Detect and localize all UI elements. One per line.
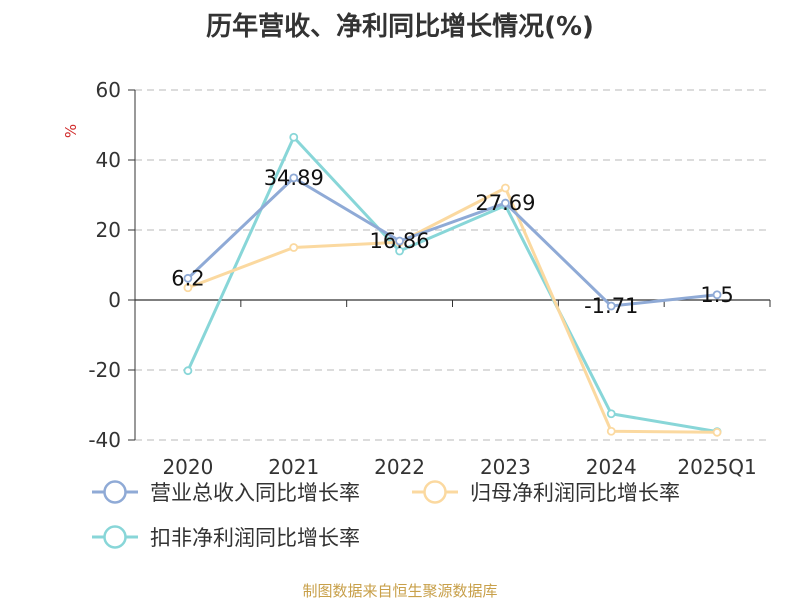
y-tick-label: -40 (88, 428, 121, 452)
data-point (395, 246, 404, 256)
data-point (183, 283, 193, 293)
data-label: 34.89 (264, 166, 324, 190)
data-point (606, 409, 616, 419)
legend-marker (103, 525, 127, 549)
legend-label: 营业总收入同比增长率 (150, 481, 360, 505)
data-point (501, 198, 510, 208)
y-tick-label: 0 (108, 288, 121, 312)
series-lines (183, 132, 722, 437)
data-label: 16.86 (370, 229, 430, 253)
x-tick-label: 2024 (586, 455, 637, 479)
x-tick-label: 2025Q1 (677, 455, 756, 479)
source-note: 制图数据来自恒生聚源数据库 (302, 582, 498, 600)
gridlines (135, 89, 770, 441)
data-point (501, 183, 510, 193)
y-tick-label: 20 (96, 218, 121, 242)
legend-label: 扣非净利润同比增长率 (150, 526, 360, 550)
y-tick-label: 60 (96, 78, 121, 102)
x-tick-label: 2021 (268, 455, 319, 479)
data-point (606, 426, 616, 436)
y-tick-label: -20 (88, 358, 121, 382)
data-point (289, 132, 299, 142)
legend-label: 归母净利润同比增长率 (470, 481, 680, 505)
x-tick-label: 2020 (162, 455, 213, 479)
axes: 60 40 20 0 -20 -40 2020 2021 2022 2023 2024 2025Q1% (62, 78, 771, 479)
series-line (186, 176, 719, 308)
series-line (186, 186, 719, 434)
data-point (183, 366, 193, 376)
y-axis-unit-label: % (62, 124, 80, 138)
data-labels: 6.2 34.89 16.86 27.69 -1.71 1.5 (171, 166, 734, 318)
legend-marker (423, 480, 447, 504)
legend-marker (103, 480, 127, 504)
data-label: 6.2 (171, 266, 204, 290)
series-line (186, 135, 719, 434)
data-point (289, 173, 299, 183)
data-label: -1.71 (584, 294, 638, 318)
x-tick-label: 2023 (480, 455, 531, 479)
data-label: 27.69 (475, 191, 535, 215)
data-point (395, 236, 404, 246)
data-point (183, 273, 193, 283)
data-point (289, 243, 299, 252)
data-point (712, 290, 722, 300)
data-label: 1.5 (700, 283, 733, 307)
chart-title: 历年营收、净利同比增长情况(%) (206, 12, 594, 42)
x-tick-label: 2022 (374, 455, 425, 479)
data-point (606, 301, 616, 311)
y-tick-label: 40 (96, 148, 121, 172)
data-point (712, 427, 722, 437)
